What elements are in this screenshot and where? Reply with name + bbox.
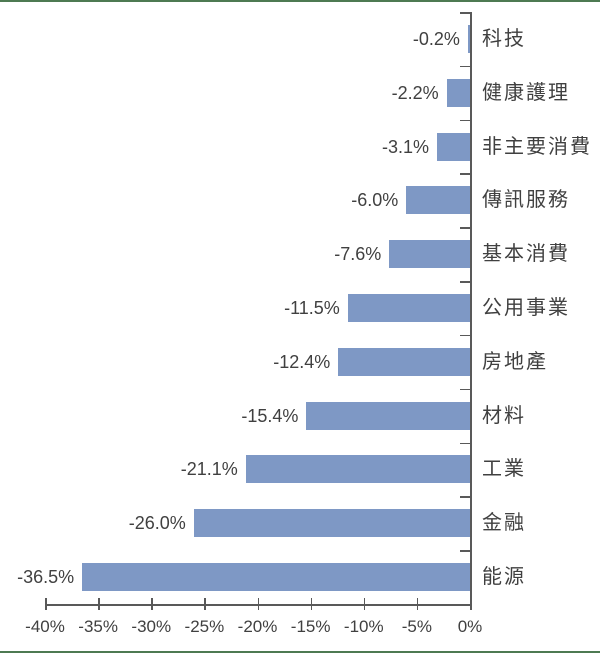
y-axis-tick (460, 442, 470, 445)
x-axis-tick (470, 598, 472, 610)
bar (347, 294, 470, 322)
category-label: 金融 (482, 512, 526, 535)
bar (389, 240, 470, 269)
bar (193, 509, 470, 538)
x-axis-tick (151, 598, 153, 610)
y-axis-tick (460, 334, 470, 337)
x-axis-tick (416, 598, 419, 610)
bottom-rule (0, 651, 600, 653)
bar-value-label: -3.1% (382, 136, 430, 157)
category-label: 公用事業 (482, 297, 570, 319)
bar (437, 132, 470, 161)
x-axis-tick-label: -35% (78, 617, 118, 636)
bar (406, 186, 470, 215)
bar-value-label: -36.5% (17, 567, 75, 588)
bar-value-label: -21.1% (180, 459, 238, 480)
x-axis-tick (310, 598, 313, 610)
y-axis-tick (460, 604, 470, 606)
y-axis-tick (460, 388, 470, 391)
bar-value-label: -6.0% (351, 190, 399, 211)
x-axis-tick-label: -15% (290, 617, 331, 636)
x-axis-tick-label: -20% (237, 617, 278, 636)
category-label: 傳訊服務 (482, 189, 570, 212)
x-axis-tick (204, 598, 206, 610)
x-axis-tick-label: -10% (343, 617, 384, 636)
y-axis-tick (460, 12, 470, 14)
top-rule (0, 0, 600, 2)
y-axis-tick (460, 550, 470, 552)
x-axis-tick-label: -30% (131, 617, 172, 636)
bar (446, 78, 470, 107)
category-label: 科技 (482, 27, 526, 50)
x-axis-tick-label: -25% (184, 617, 225, 636)
category-label: 工業 (482, 458, 526, 481)
y-axis-tick (460, 119, 470, 122)
bar (338, 347, 470, 376)
category-label: 材料 (482, 404, 526, 427)
bar (467, 24, 470, 53)
category-label: 基本消費 (482, 243, 570, 266)
bar-value-label: -12.4% (273, 351, 331, 372)
y-axis-line (470, 12, 472, 610)
x-axis-tick-label: -40% (25, 617, 65, 636)
y-axis-tick (460, 281, 470, 283)
x-axis-tick (257, 598, 259, 610)
category-label: 非主要消費 (482, 135, 592, 158)
bar-value-label: -0.2% (412, 28, 460, 49)
x-axis-tick-label: 0% (457, 617, 483, 636)
bar-value-label: -15.4% (241, 405, 299, 426)
y-axis-tick (460, 227, 470, 229)
bar-value-label: -26.0% (128, 513, 186, 534)
x-axis-tick (363, 598, 366, 610)
bar-value-label: -11.5% (284, 298, 340, 318)
x-axis-tick (45, 598, 47, 610)
category-label: 健康護理 (482, 81, 570, 104)
bar-value-label: -7.6% (334, 244, 382, 265)
category-label: 能源 (482, 566, 526, 589)
y-axis-tick (460, 496, 470, 498)
x-axis-tick-label: -5% (401, 617, 432, 636)
bar (306, 401, 470, 430)
category-label: 房地產 (482, 350, 548, 373)
y-axis-tick (460, 65, 470, 68)
bar (245, 455, 470, 484)
x-axis-tick (98, 598, 100, 610)
y-axis-tick (460, 173, 470, 175)
bar (82, 563, 470, 592)
bar-value-label: -2.2% (391, 82, 439, 103)
